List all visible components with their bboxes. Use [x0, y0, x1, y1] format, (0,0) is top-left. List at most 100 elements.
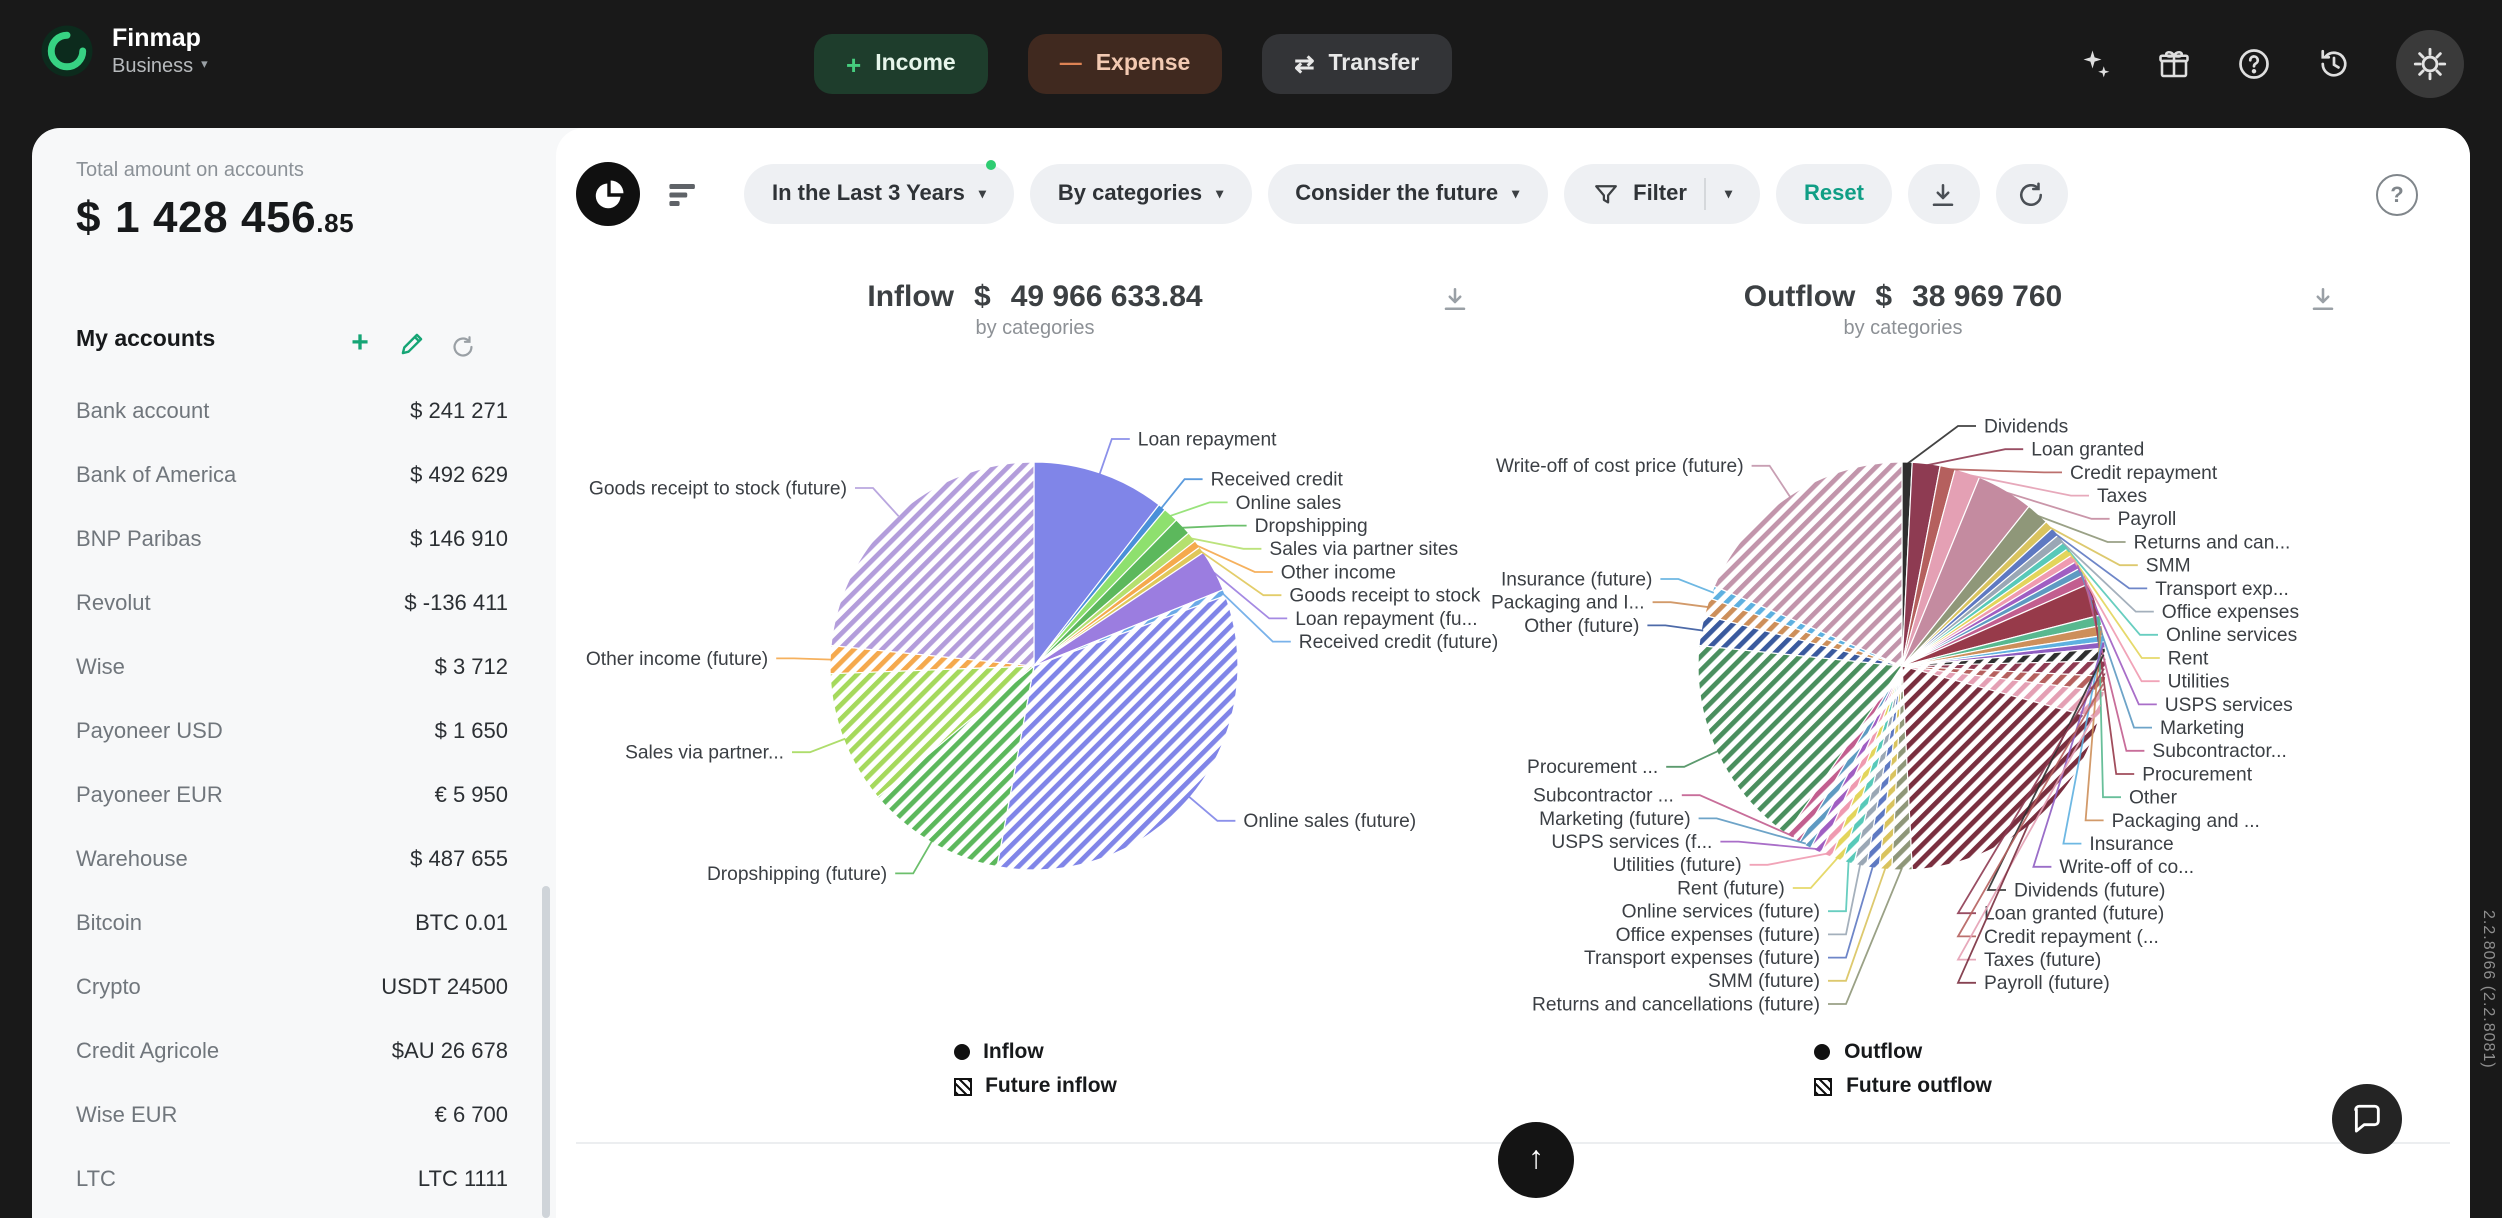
pie-view-button[interactable]	[576, 162, 640, 226]
refresh-accounts-button[interactable]	[446, 330, 478, 362]
account-row[interactable]: Bank account $ 241 271	[76, 380, 508, 444]
chart-download-button[interactable]	[2308, 284, 2338, 320]
refresh-button[interactable]	[1995, 164, 2068, 224]
inflow-chart: Inflow $ 49 966 633.84 by categories Loa…	[580, 256, 1498, 1098]
bar-view-button[interactable]	[656, 168, 708, 220]
pie-label: Marketing (future)	[1539, 809, 1690, 830]
pie-label-line	[1681, 794, 1795, 838]
sidebar-scrollbar[interactable]	[542, 886, 550, 1218]
period-label: In the Last 3 Years	[772, 182, 965, 206]
workspace-name: Business	[112, 56, 194, 78]
income-button[interactable]: + Income	[814, 34, 988, 94]
download-button[interactable]	[1907, 164, 1980, 224]
pie-label: Received credit (future)	[1299, 632, 1498, 653]
account-row[interactable]: Bitcoin BTC 0.01	[76, 892, 508, 956]
pie-label-line	[1947, 468, 2062, 474]
pie-label: Loan granted	[2031, 440, 2144, 461]
grouping-dropdown[interactable]: By categories ▾	[1029, 164, 1252, 224]
pie-label: Office expenses (future)	[1616, 925, 1820, 946]
account-row[interactable]: Wise $ 3 712	[76, 636, 508, 700]
brand-name: Finmap	[112, 24, 201, 52]
pie-label: Payroll (future)	[1984, 973, 2110, 994]
account-balance: LTC 1111	[417, 1168, 508, 1192]
legend-item[interactable]: Inflow	[953, 1040, 1117, 1064]
legend-item[interactable]: Outflow	[1814, 1040, 1992, 1064]
workspace-switcher[interactable]: Business ▾	[112, 56, 208, 78]
pie-slice-goods-receipt-to-stock-future[interactable]	[830, 461, 1035, 667]
period-dropdown[interactable]: In the Last 3 Years ▾	[744, 160, 1014, 224]
account-name: Crypto	[76, 976, 141, 1000]
account-balance: $AU 26 678	[391, 1040, 508, 1064]
help-button[interactable]: ?	[2376, 174, 2418, 216]
pie-label: Rent (future)	[1677, 878, 1785, 899]
pie-label-line	[2076, 565, 2157, 706]
pie-label-line	[1666, 749, 1719, 768]
account-row[interactable]: Payoneer EUR € 5 950	[76, 764, 508, 828]
scroll-to-top-button[interactable]: ↑	[1498, 1122, 1574, 1198]
pie-label: Taxes	[2097, 486, 2147, 507]
expense-button[interactable]: — Expense	[1027, 34, 1223, 94]
account-name: Bank account	[76, 400, 210, 424]
pie-label-line	[1828, 865, 1874, 959]
account-balance: $ 3 712	[434, 656, 508, 680]
account-row[interactable]: BNP Paribas $ 146 910	[76, 508, 508, 572]
divider	[1704, 178, 1707, 210]
pie-label-line	[792, 737, 846, 754]
account-balance: $ -136 411	[404, 592, 508, 616]
edit-accounts-button[interactable]	[396, 328, 428, 360]
pie-label: Loan granted (future)	[1984, 904, 2164, 925]
account-row[interactable]: Wise EUR € 6 700	[76, 1084, 508, 1148]
outflow-chart: Outflow $ 38 969 760 by categories Divid…	[1448, 256, 2358, 1098]
account-row[interactable]: Crypto USDT 24500	[76, 956, 508, 1020]
pie-label-line	[2092, 599, 2135, 775]
settings-button[interactable]	[2396, 30, 2464, 98]
brand[interactable]: Finmap Business ▾	[40, 24, 208, 78]
account-row[interactable]: Payoneer USD $ 1 650	[76, 700, 508, 764]
pie-label-line	[1749, 852, 1828, 866]
account-name: LTC	[76, 1168, 116, 1192]
chart-download-button[interactable]	[1440, 284, 1470, 320]
pie-label-line	[1652, 601, 1709, 609]
chevron-down-icon[interactable]: ▾	[1724, 187, 1732, 201]
account-balance: USDT 24500	[381, 976, 508, 1000]
account-row[interactable]: Bank of America $ 492 629	[76, 444, 508, 508]
pie-label-line	[1098, 438, 1130, 476]
legend-item[interactable]: Future outflow	[1814, 1074, 1992, 1098]
future-dropdown[interactable]: Consider the future ▾	[1267, 164, 1548, 224]
accounts-list: Bank account $ 241 271 Bank of America $ 49…	[76, 380, 508, 1212]
account-row[interactable]: Credit Agricole $AU 26 678	[76, 1020, 508, 1084]
help-icon[interactable]	[2236, 46, 2272, 82]
pie-slice-payroll-future[interactable]	[1901, 665, 2100, 871]
transfer-button[interactable]: ⇄ Transfer	[1262, 34, 1452, 94]
gift-icon[interactable]	[2156, 46, 2192, 82]
refresh-icon	[2020, 181, 2043, 206]
future-label: Consider the future	[1295, 182, 1499, 206]
account-name: Credit Agricole	[76, 1040, 220, 1064]
sparkles-icon[interactable]	[2076, 46, 2112, 82]
legend-item[interactable]: Future inflow	[953, 1074, 1117, 1098]
legend-label: Outflow	[1844, 1040, 1923, 1064]
pie-label: Utilities (future)	[1613, 855, 1742, 876]
pencil-icon	[401, 333, 423, 355]
history-icon[interactable]	[2316, 46, 2352, 82]
filter-button[interactable]: Filter ▾	[1563, 164, 1760, 224]
main-panel: In the Last 3 Years ▾ By categories ▾ Co…	[556, 128, 2470, 1218]
pie-label-line	[2068, 551, 2160, 659]
transaction-buttons: + Income — Expense ⇄ Transfer	[814, 34, 1452, 94]
account-row[interactable]: Revolut $ -136 411	[76, 572, 508, 636]
account-row[interactable]: LTC LTC 1111	[76, 1148, 508, 1212]
add-account-button[interactable]: +	[351, 325, 369, 359]
pie-label-line	[2036, 514, 2126, 543]
pie-label-line	[1956, 822, 2030, 984]
pie-label-line	[2084, 630, 2104, 822]
pie-label-line	[1751, 464, 1792, 499]
minus-icon: —	[1059, 52, 1082, 76]
account-row[interactable]: Warehouse $ 487 655	[76, 828, 508, 892]
pie-label-line	[1212, 570, 1288, 620]
chat-button[interactable]	[2332, 1084, 2402, 1154]
chart-title: Inflow	[867, 280, 955, 314]
sidebar: Total amount on accounts $1 428 456.85 M…	[32, 128, 556, 1218]
reset-button[interactable]: Reset	[1775, 164, 1892, 224]
chevron-down-icon: ▾	[201, 58, 208, 73]
